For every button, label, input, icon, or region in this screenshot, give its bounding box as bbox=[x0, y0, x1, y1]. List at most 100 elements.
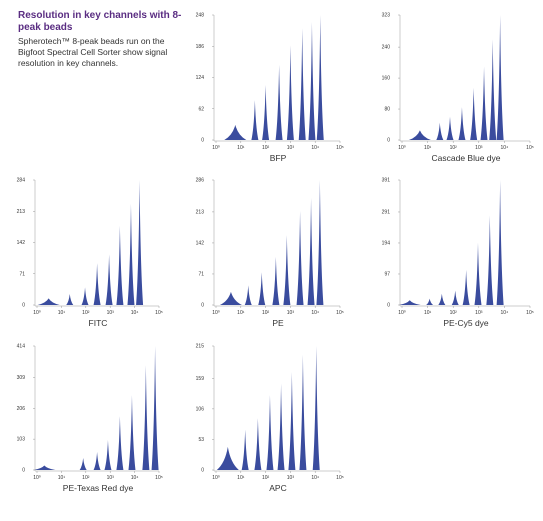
y-tick-label: 215 bbox=[196, 344, 205, 350]
x-tick-label: 10² bbox=[82, 310, 90, 316]
x-tick-label: 10⁵ bbox=[526, 310, 534, 316]
y-tick-label: 284 bbox=[17, 178, 26, 184]
x-tick-label: 10⁴ bbox=[311, 475, 319, 481]
peak bbox=[451, 290, 459, 305]
peak bbox=[272, 256, 280, 305]
x-tick-label: 10¹ bbox=[58, 475, 66, 481]
y-tick-label: 80 bbox=[384, 107, 390, 113]
chart-title: PE bbox=[272, 318, 284, 328]
peak bbox=[251, 100, 259, 140]
y-tick-label: 71 bbox=[19, 271, 25, 277]
x-tick-label: 10⁰ bbox=[212, 475, 220, 481]
header: Resolution in key channels with 8-peak b… bbox=[18, 10, 193, 69]
y-tick-label: 71 bbox=[198, 271, 204, 277]
x-tick-label: 10⁵ bbox=[336, 310, 344, 316]
peak bbox=[312, 346, 320, 470]
y-tick-label: 62 bbox=[198, 106, 204, 112]
peak bbox=[426, 298, 434, 305]
x-tick-label: 10¹ bbox=[237, 145, 245, 151]
y-tick-label: 213 bbox=[17, 209, 26, 215]
chart-title: FITC bbox=[89, 318, 108, 328]
x-tick-label: 10¹ bbox=[424, 145, 432, 151]
peak bbox=[288, 371, 296, 470]
x-tick-label: 10⁴ bbox=[311, 310, 319, 316]
peak bbox=[480, 66, 488, 140]
peak bbox=[316, 15, 324, 140]
y-tick-label: 248 bbox=[196, 13, 205, 19]
peak bbox=[307, 197, 315, 305]
peak bbox=[116, 416, 124, 470]
x-tick-label: 10² bbox=[262, 475, 270, 481]
x-tick-label: 10³ bbox=[107, 310, 115, 316]
chart-title: BFP bbox=[270, 153, 287, 163]
x-tick-label: 10⁵ bbox=[336, 475, 344, 481]
y-tick-label: 286 bbox=[196, 178, 205, 184]
x-tick-label: 10⁰ bbox=[33, 310, 41, 316]
x-tick-label: 10⁴ bbox=[501, 310, 509, 316]
peak bbox=[216, 446, 239, 470]
peak bbox=[496, 180, 504, 305]
x-tick-label: 10⁴ bbox=[131, 310, 139, 316]
x-tick-label: 10³ bbox=[287, 145, 295, 151]
peak bbox=[436, 122, 444, 140]
chart-title: Cascade Blue dye bbox=[432, 153, 501, 163]
y-tick-label: 103 bbox=[17, 437, 26, 443]
peak bbox=[470, 87, 478, 140]
x-tick-label: 10⁴ bbox=[131, 475, 139, 481]
y-tick-label: 0 bbox=[201, 303, 204, 309]
peak bbox=[254, 418, 262, 470]
y-tick-label: 53 bbox=[198, 437, 204, 443]
y-tick-label: 159 bbox=[196, 376, 205, 382]
x-tick-label: 10⁵ bbox=[155, 475, 163, 481]
y-tick-label: 414 bbox=[17, 344, 26, 350]
x-tick-label: 10⁵ bbox=[526, 145, 534, 151]
peak bbox=[408, 130, 431, 140]
peak bbox=[462, 269, 470, 305]
peak bbox=[136, 180, 144, 305]
x-tick-label: 10² bbox=[262, 310, 270, 316]
peak bbox=[66, 293, 74, 305]
peak bbox=[299, 354, 307, 470]
y-tick-label: 309 bbox=[17, 375, 26, 381]
y-tick-label: 0 bbox=[201, 468, 204, 474]
y-tick-label: 106 bbox=[196, 406, 205, 412]
peak bbox=[258, 272, 266, 305]
y-tick-label: 0 bbox=[201, 138, 204, 144]
peak bbox=[286, 45, 294, 140]
peak bbox=[308, 22, 316, 141]
x-tick-label: 10² bbox=[450, 310, 458, 316]
peak bbox=[275, 64, 283, 140]
x-tick-label: 10² bbox=[450, 145, 458, 151]
peak bbox=[105, 254, 113, 305]
peak bbox=[486, 215, 494, 305]
y-tick-label: 323 bbox=[382, 13, 391, 19]
peak bbox=[81, 287, 89, 305]
peak bbox=[283, 235, 291, 305]
x-tick-label: 10³ bbox=[287, 310, 295, 316]
peak bbox=[116, 225, 124, 305]
chart-title: PE-Cy5 dye bbox=[443, 318, 489, 328]
peak bbox=[33, 465, 56, 470]
peak bbox=[37, 298, 60, 305]
peak bbox=[296, 211, 304, 305]
peak bbox=[127, 203, 135, 305]
peak bbox=[277, 383, 285, 470]
y-tick-label: 194 bbox=[382, 240, 391, 246]
y-tick-label: 142 bbox=[196, 240, 205, 246]
peak bbox=[93, 263, 101, 305]
y-tick-label: 213 bbox=[196, 209, 205, 215]
header-title: Resolution in key channels with 8-peak b… bbox=[18, 10, 182, 33]
chart-title: APC bbox=[269, 483, 286, 493]
chart-title: PE-Texas Red dye bbox=[63, 483, 134, 493]
x-tick-label: 10³ bbox=[107, 475, 115, 481]
x-tick-label: 10³ bbox=[475, 145, 483, 151]
peak bbox=[142, 365, 150, 470]
y-tick-label: 0 bbox=[22, 303, 25, 309]
peak bbox=[316, 180, 324, 305]
x-tick-label: 10¹ bbox=[237, 475, 245, 481]
x-tick-label: 10³ bbox=[287, 475, 295, 481]
peak bbox=[438, 293, 446, 305]
x-tick-label: 10³ bbox=[475, 310, 483, 316]
x-tick-label: 10⁰ bbox=[33, 475, 41, 481]
y-tick-label: 0 bbox=[22, 468, 25, 474]
